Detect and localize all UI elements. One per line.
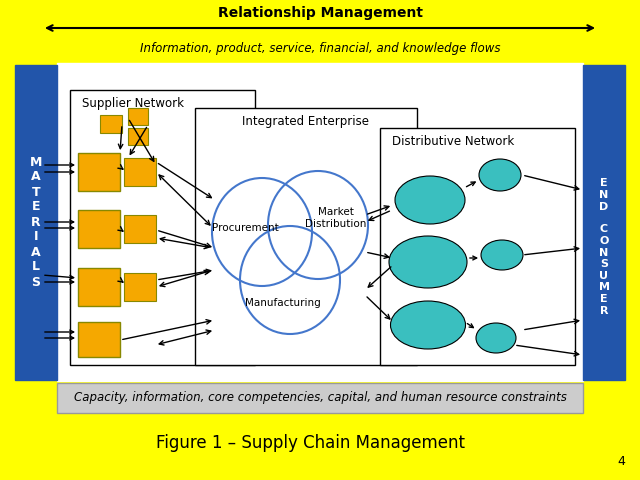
- Text: Integrated Enterprise: Integrated Enterprise: [243, 115, 369, 128]
- Ellipse shape: [395, 176, 465, 224]
- Bar: [124, 215, 156, 243]
- Bar: [128, 128, 148, 145]
- Bar: [78, 153, 120, 191]
- Bar: [128, 108, 148, 125]
- Bar: [70, 90, 255, 365]
- Bar: [195, 108, 417, 365]
- Text: 4: 4: [617, 455, 625, 468]
- Ellipse shape: [389, 236, 467, 288]
- Text: Market
Distribution: Market Distribution: [305, 207, 367, 229]
- Text: C
O
N
S
U
M
E
R: C O N S U M E R: [598, 225, 609, 316]
- Bar: [380, 128, 575, 365]
- Bar: [78, 268, 120, 306]
- Text: Manufacturing: Manufacturing: [245, 298, 321, 308]
- Text: Relationship Management: Relationship Management: [218, 6, 422, 20]
- Text: E
N
D: E N D: [600, 179, 609, 212]
- Bar: [57, 63, 583, 381]
- Text: Procurement: Procurement: [212, 223, 278, 233]
- Bar: [124, 158, 156, 186]
- Text: M
A
T
E
R
I
A
L
S: M A T E R I A L S: [30, 156, 42, 288]
- Ellipse shape: [390, 301, 465, 349]
- Bar: [124, 273, 156, 301]
- Text: Information, product, service, financial, and knowledge flows: Information, product, service, financial…: [140, 42, 500, 55]
- Ellipse shape: [479, 159, 521, 191]
- Bar: [15, 65, 57, 380]
- Text: Distributive Network: Distributive Network: [392, 135, 515, 148]
- Bar: [57, 383, 583, 413]
- Text: Supplier Network: Supplier Network: [82, 97, 184, 110]
- Bar: [583, 65, 625, 380]
- Text: Capacity, information, core competencies, capital, and human resource constraint: Capacity, information, core competencies…: [74, 392, 566, 405]
- Bar: [100, 115, 122, 133]
- Bar: [78, 322, 120, 357]
- Ellipse shape: [476, 323, 516, 353]
- Bar: [78, 210, 120, 248]
- Text: Figure 1 – Supply Chain Management: Figure 1 – Supply Chain Management: [156, 434, 465, 452]
- Ellipse shape: [481, 240, 523, 270]
